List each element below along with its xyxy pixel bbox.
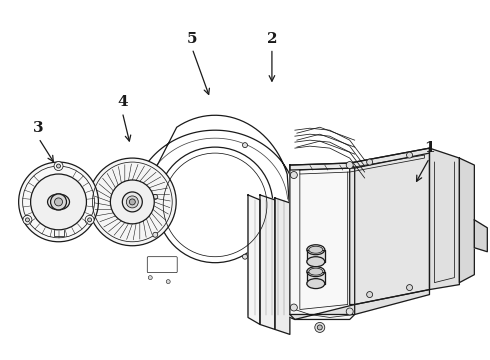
Polygon shape bbox=[290, 289, 429, 319]
Ellipse shape bbox=[48, 194, 70, 210]
Circle shape bbox=[407, 152, 413, 158]
Circle shape bbox=[315, 323, 325, 332]
Circle shape bbox=[89, 158, 176, 246]
Polygon shape bbox=[275, 198, 290, 334]
Text: 5: 5 bbox=[187, 32, 197, 46]
Ellipse shape bbox=[307, 267, 325, 276]
Polygon shape bbox=[248, 195, 260, 324]
Circle shape bbox=[23, 215, 32, 224]
Circle shape bbox=[148, 276, 152, 280]
Polygon shape bbox=[307, 272, 325, 284]
Ellipse shape bbox=[307, 257, 325, 267]
Circle shape bbox=[110, 180, 154, 224]
Ellipse shape bbox=[309, 268, 323, 275]
Ellipse shape bbox=[307, 279, 325, 289]
Circle shape bbox=[30, 174, 86, 230]
Circle shape bbox=[346, 308, 353, 315]
Circle shape bbox=[19, 162, 98, 242]
Polygon shape bbox=[350, 148, 429, 305]
Polygon shape bbox=[429, 148, 460, 289]
Circle shape bbox=[153, 194, 158, 199]
Circle shape bbox=[25, 218, 29, 222]
Text: 3: 3 bbox=[33, 121, 44, 135]
Polygon shape bbox=[290, 148, 429, 170]
FancyBboxPatch shape bbox=[147, 257, 177, 273]
Circle shape bbox=[346, 162, 353, 168]
Circle shape bbox=[157, 147, 273, 263]
Text: 1: 1 bbox=[424, 141, 435, 155]
Circle shape bbox=[318, 325, 322, 330]
Circle shape bbox=[291, 304, 297, 311]
Circle shape bbox=[407, 285, 413, 291]
Ellipse shape bbox=[307, 245, 325, 255]
Circle shape bbox=[54, 198, 63, 206]
Circle shape bbox=[85, 215, 94, 224]
Polygon shape bbox=[290, 163, 355, 319]
Circle shape bbox=[56, 164, 61, 168]
Circle shape bbox=[54, 162, 63, 171]
Circle shape bbox=[126, 196, 138, 208]
Circle shape bbox=[243, 143, 247, 148]
Circle shape bbox=[50, 194, 67, 210]
Circle shape bbox=[367, 159, 372, 165]
Polygon shape bbox=[307, 250, 325, 262]
Circle shape bbox=[153, 232, 158, 237]
Circle shape bbox=[88, 218, 92, 222]
Circle shape bbox=[129, 199, 135, 205]
Text: 2: 2 bbox=[267, 32, 277, 46]
Text: 4: 4 bbox=[117, 95, 128, 109]
Polygon shape bbox=[460, 158, 474, 283]
Polygon shape bbox=[260, 195, 275, 329]
Ellipse shape bbox=[309, 246, 323, 253]
Circle shape bbox=[291, 171, 297, 179]
Circle shape bbox=[166, 280, 170, 284]
Polygon shape bbox=[474, 220, 488, 252]
Circle shape bbox=[122, 192, 142, 212]
Circle shape bbox=[367, 292, 372, 298]
Circle shape bbox=[243, 254, 247, 259]
